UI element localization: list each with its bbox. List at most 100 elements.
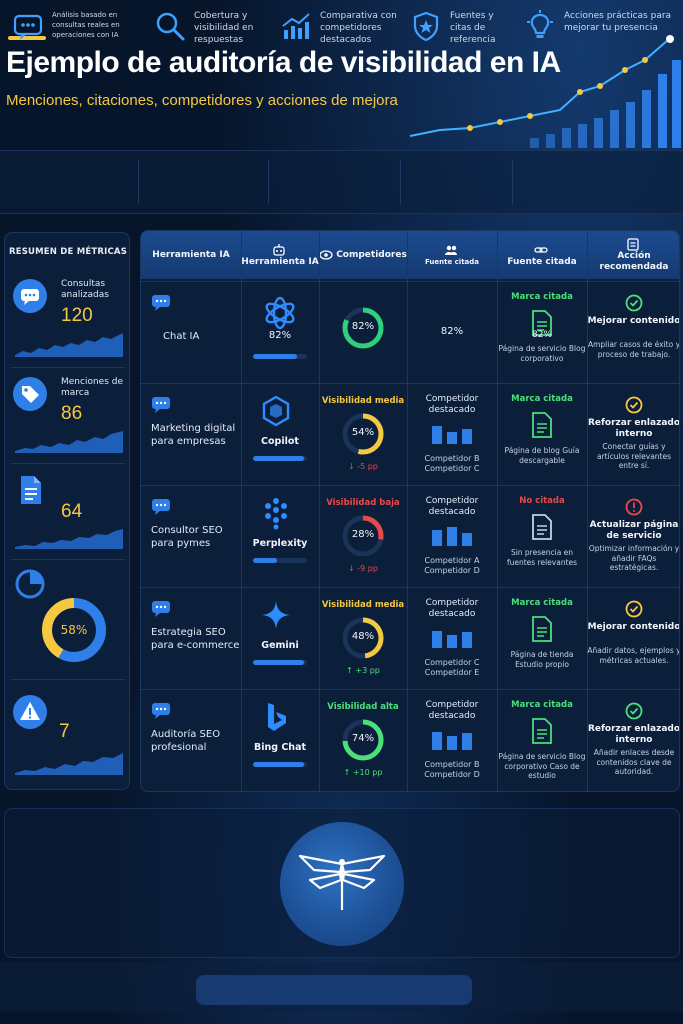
feature-divider <box>268 160 269 204</box>
competitor-percentage: 82% <box>440 326 464 337</box>
visibility-cell: 82% <box>319 282 407 384</box>
column-divider <box>587 231 588 791</box>
bing-b-icon <box>268 703 286 731</box>
visibility-percentage: 48% <box>351 631 375 642</box>
metric-value: 7 <box>59 721 70 742</box>
visibility-cell: Visibilidad media 54% ↓ -5 pp <box>319 384 407 486</box>
metrics-title: RESUMEN DE MÉTRICAS <box>8 247 128 257</box>
visibility-delta: ↓ -5 pp <box>348 462 378 471</box>
tool-percentage: 82% <box>268 330 292 341</box>
query-cell: Chat IA <box>141 282 241 384</box>
visibility-donut <box>342 617 384 659</box>
table-row[interactable]: Estrategia SEO para e-commerce Gemini Vi… <box>141 587 680 690</box>
pie-chart-icon <box>15 569 45 599</box>
tool-cell: Perplexity <box>241 486 319 588</box>
source-foot: Página de servicio Blog corporativo Caso… <box>498 752 586 780</box>
page-title: Ejemplo de auditoría de visibilidad en I… <box>6 46 561 79</box>
header-herramienta[interactable]: Herramienta IA <box>241 231 319 279</box>
visibility-donut <box>342 413 384 455</box>
chat-bubble-icon <box>13 279 47 313</box>
visibility-percentage: 74% <box>351 733 375 744</box>
visibility-cell: Visibilidad baja 28% ↓ -9 pp <box>319 486 407 588</box>
document-icon <box>532 718 552 744</box>
source-cell: No citada Sin presencia en fuentes relev… <box>497 486 587 588</box>
chat-bubble-icon <box>152 397 170 413</box>
competitors-cell: Competidor destacado Competidor A Compet… <box>407 486 497 588</box>
column-divider <box>407 231 408 791</box>
table-row[interactable]: Auditoría SEO profesional Bing Chat Visi… <box>141 689 679 791</box>
competitor-bars-icon <box>432 527 472 546</box>
header-fuente[interactable]: Fuente citada <box>497 231 587 279</box>
document-icon <box>21 476 41 504</box>
check-circle-icon <box>625 396 643 414</box>
trend-chart-icon <box>282 13 310 39</box>
robot-icon <box>272 243 285 256</box>
source-status: Marca citada <box>511 598 573 608</box>
visibility-label: Visibilidad alta <box>327 702 399 712</box>
feature-item: Cobertura y visibilidad en respuestas <box>154 10 268 56</box>
visibility-donut <box>342 515 384 557</box>
source-foot: Página de blog Guía descargable <box>504 446 580 465</box>
bottom-action-bar[interactable] <box>196 975 472 1005</box>
query-cell: Consultor SEO para pymes <box>141 486 241 588</box>
tool-cell: Copilot <box>241 384 319 486</box>
feature-item: Análisis basado en consultas reales en o… <box>12 10 124 56</box>
query-text: Marketing digital para empresas <box>151 423 236 447</box>
table-row[interactable]: Marketing digital para empresas Copilot … <box>141 383 679 486</box>
metric-divider <box>11 367 125 368</box>
tool-name: Gemini <box>261 640 299 651</box>
document-icon <box>532 616 552 642</box>
metric-label: Menciones de marca <box>61 377 124 398</box>
copilot-icon <box>262 395 290 427</box>
audit-table: Herramienta IA Herramienta IA Competidor… <box>140 230 680 792</box>
action-description: Añadir datos, ejemplos y métricas actual… <box>587 646 680 665</box>
tool-cell: 82% <box>241 282 319 384</box>
eye-icon <box>319 250 333 260</box>
header-visibilidad[interactable]: Competidores <box>319 231 407 279</box>
action-cell: Reforzar enlazado interno Añadir enlaces… <box>587 690 679 791</box>
source-percentage: 82% <box>531 330 552 340</box>
check-circle-icon <box>625 294 643 312</box>
feature-divider <box>138 160 139 204</box>
openai-knot-icon <box>265 296 295 330</box>
competitors-cell: Competidor destacado Competidor B Compet… <box>407 384 497 486</box>
query-cell: Auditoría SEO profesional <box>141 690 241 791</box>
chat-bubble-icon <box>152 703 170 719</box>
action-description: Añadir enlaces desde contenidos clave de… <box>593 748 675 776</box>
metric-value: 86 <box>61 403 83 424</box>
header-competidores[interactable]: Fuente citada <box>407 231 497 279</box>
metric-card: 64 <box>11 473 125 553</box>
source-status: Marca citada <box>511 292 573 302</box>
table-row[interactable]: Consultor SEO para pymes Perplexity Visi… <box>141 485 679 588</box>
tool-name: Perplexity <box>252 538 308 549</box>
tool-progress-bar <box>253 660 307 665</box>
magnifier-icon <box>156 12 185 41</box>
action-description: Ampliar casos de éxito y proceso de trab… <box>587 340 680 359</box>
competitor-names: Competidor B Competidor C <box>424 454 480 473</box>
competitors-cell: Competidor destacado Competidor C Compet… <box>407 588 497 690</box>
chat-bubble-icon <box>152 295 170 311</box>
feature-divider <box>400 160 401 204</box>
visibility-delta: ↑ +10 pp <box>343 768 383 777</box>
header-accion[interactable]: Acción recomendada <box>587 231 679 279</box>
users-icon <box>444 245 457 255</box>
check-circle-icon <box>625 600 643 618</box>
competitor-title: Competidor destacado <box>425 496 479 517</box>
source-status: Marca citada <box>511 700 573 710</box>
header-consulta[interactable]: Herramienta IA <box>152 249 230 260</box>
query-cell: Estrategia SEO para e-commerce <box>141 588 241 690</box>
feature-label: Cobertura y visibilidad en respuestas <box>194 11 254 45</box>
query-text: Auditoría SEO profesional <box>151 729 221 753</box>
feature-label: Análisis basado en consultas reales en o… <box>52 11 120 39</box>
link-icon <box>533 246 548 253</box>
visibility-donut <box>342 719 384 761</box>
query-cell: Marketing digital para empresas <box>141 384 241 486</box>
action-cell: Actualizar página de servicio Optimizar … <box>587 486 679 588</box>
dragonfly-logo-icon <box>298 854 386 910</box>
chat-bubble-icon <box>152 499 170 515</box>
metric-value: 58% <box>60 623 88 637</box>
tag-icon <box>13 377 47 411</box>
feature-item: Fuentes y citas de referencia <box>410 10 502 56</box>
table-row[interactable]: Chat IA 82% 82% 82% Marca citada 82% Pág… <box>141 281 680 384</box>
action-title: Mejorar contenido <box>587 622 680 632</box>
